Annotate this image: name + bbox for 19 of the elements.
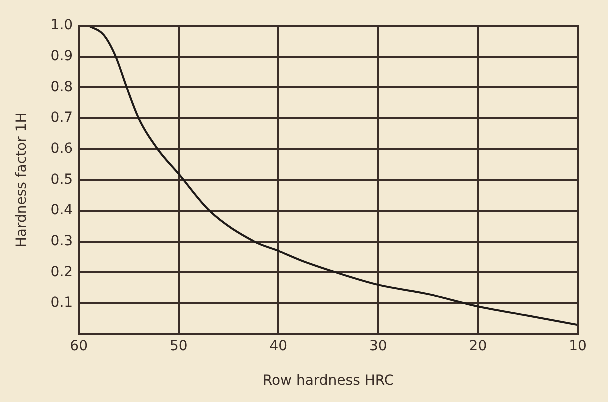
line-series [88, 26, 578, 326]
y-tick-label: 0.3 [50, 234, 74, 250]
y-axis-title: Hardness factor 1H [14, 112, 30, 248]
x-tick-label: 40 [270, 338, 288, 354]
x-tick-label: 60 [70, 338, 88, 354]
y-tick-label: 0.5 [50, 172, 74, 188]
x-axis-title: Row hardness HRC [262, 373, 394, 390]
x-tick-label: 10 [569, 338, 587, 354]
y-tick-label: 0.1 [50, 295, 74, 312]
x-tick-label: 20 [469, 338, 488, 354]
y-tick-label: 0.4 [50, 202, 74, 219]
y-tick-label: 0.7 [50, 110, 74, 126]
x-tick-label: 30 [370, 338, 388, 354]
y-tick-label: 0.9 [50, 48, 74, 64]
y-tick-label: 1.0 [50, 18, 74, 34]
y-tick-label: 0.2 [50, 264, 74, 280]
y-tick-label: 0.6 [50, 141, 74, 157]
y-tick-label: 0.8 [50, 79, 74, 96]
x-tick-label: 50 [170, 338, 188, 354]
